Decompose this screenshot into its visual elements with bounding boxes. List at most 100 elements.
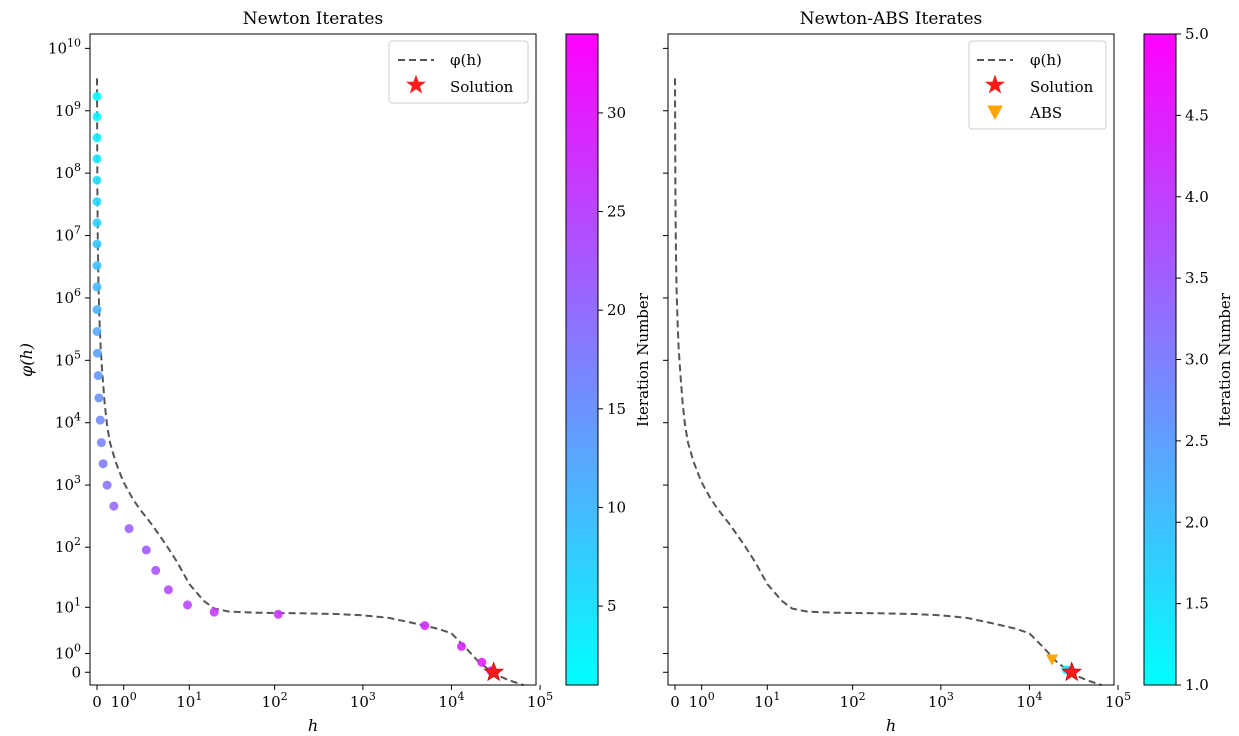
- cb1-tick-label: 2.5: [1185, 432, 1209, 450]
- p0-iterate-point: [151, 565, 161, 575]
- p0-y-tick-label: 107: [55, 224, 81, 245]
- newton-legend-star-icon: [405, 74, 427, 94]
- newton-abs-legend: φ(h) Solution ABS: [968, 40, 1107, 130]
- p1-phi-curve: [674, 78, 1102, 686]
- newton-colorbar-label: Iteration Number: [634, 292, 652, 427]
- p0-iterate-point: [92, 261, 102, 271]
- newton-legend-box: [388, 40, 529, 104]
- p0-y-tick-label: 102: [55, 535, 81, 556]
- p0-iterate-point: [92, 305, 102, 315]
- p0-y-tick-label: 104: [55, 411, 81, 432]
- p0-y-tick-label: 101: [55, 595, 81, 616]
- cb1-tick-label: 5.0: [1185, 25, 1209, 43]
- p0-x-tick-label: 101: [176, 690, 202, 711]
- p0-iterate-point: [92, 112, 102, 122]
- p0-iterate-point: [273, 609, 283, 619]
- p1-solution-star: [1061, 661, 1083, 682]
- p0-y-tick-label: 103: [55, 473, 81, 494]
- p1-x-tick-label: 105: [1105, 690, 1131, 711]
- p0-iterate-point: [457, 641, 466, 651]
- newton-legend-curve-label: φ(h): [450, 51, 482, 69]
- newton-x-axis-label: h: [308, 716, 318, 735]
- p0-iterate-point: [92, 348, 102, 358]
- cb0-tick-label: 10: [607, 498, 626, 516]
- newton-abs-x-axis-label: h: [886, 716, 896, 735]
- p0-iterate-point: [477, 657, 487, 667]
- cb1-tick-label: 1.0: [1185, 676, 1209, 694]
- newton-colorbar-gradient: [565, 33, 599, 686]
- p0-iterate-point: [96, 438, 106, 448]
- cb1-tick-label: 4.5: [1185, 106, 1209, 124]
- p0-iterate-point: [92, 239, 102, 249]
- p0-iterate-point: [141, 545, 151, 555]
- newton-colorbar: 5 10 15 20 25 30 Iteration Number: [565, 33, 652, 686]
- p1-abs-marker: [1046, 654, 1059, 666]
- cb0-tick-label: 15: [607, 400, 626, 418]
- newton-abs-colorbar-label: Iteration Number: [1216, 292, 1234, 427]
- newton-abs-legend-abs-label: ABS: [1029, 104, 1062, 122]
- p1-x-tick-label: 104: [1016, 690, 1042, 711]
- newton-abs-colorbar: 1.0 1.5 2.0 2.5 3.0 3.5 4.0 4.5 5.0 Iteration Nu…: [1143, 25, 1234, 694]
- p0-iterate-point: [92, 197, 102, 207]
- p0-iterate-point: [92, 133, 102, 143]
- p1-x-tick-label: 102: [840, 690, 866, 711]
- cb0-tick-label: 20: [607, 301, 626, 319]
- newton-abs-legend-solution-label: Solution: [1030, 78, 1094, 96]
- p1-x-tick-label: 103: [928, 690, 954, 711]
- p0-iterate-point: [109, 501, 119, 511]
- newton-plot-frame: [89, 33, 537, 686]
- p0-x-tick-label: 0: [92, 693, 102, 711]
- p0-x-tick-label: 104: [438, 690, 464, 711]
- p1-x-tick-label: 100: [689, 690, 715, 711]
- p0-iterate-point: [95, 415, 105, 425]
- p1-x-tick-label: 0: [670, 693, 680, 711]
- p0-x-tick-label: 100: [111, 690, 137, 711]
- newton-abs-chart-title: Newton-ABS Iterates: [800, 9, 983, 29]
- p0-y-tick-label: 105: [55, 348, 81, 369]
- p0-iterate-point: [92, 327, 102, 336]
- p0-y-tick-label: 108: [55, 161, 81, 182]
- cb1-tick-label: 2.0: [1185, 513, 1209, 531]
- p0-iterate-point: [93, 371, 103, 381]
- cb1-tick-label: 1.5: [1185, 595, 1209, 613]
- p0-iterate-point: [92, 91, 102, 101]
- newton-legend-solution-label: Solution: [450, 78, 514, 96]
- newton-abs-legend-star-icon: [984, 74, 1006, 94]
- p0-x-tick-label: 105: [527, 690, 553, 711]
- p0-iterate-point: [92, 282, 102, 292]
- p0-iterate-point: [94, 393, 104, 403]
- p0-solution-star: [483, 661, 505, 682]
- p0-iterate-point: [163, 585, 173, 595]
- newton-abs-legend-curve-label: φ(h): [1030, 51, 1062, 69]
- p0-iterate-point: [183, 600, 192, 610]
- p0-iterate-point: [124, 524, 134, 534]
- p0-y-tick-label: 100: [55, 641, 81, 662]
- newton-chart-title: Newton Iterates: [243, 9, 383, 29]
- p0-iterate-point: [98, 459, 108, 469]
- p0-y-tick-label: 109: [55, 99, 81, 120]
- p0-x-tick-label: 102: [262, 690, 288, 711]
- p1-x-tick-label: 101: [754, 690, 780, 711]
- newton-panel: Newton Iterates h φ(h) 0 100 101 102 103 104 1…: [17, 9, 652, 735]
- cb0-tick-label: 30: [607, 104, 626, 122]
- p0-iterate-point: [92, 218, 102, 228]
- newton-abs-plot-frame: [667, 33, 1115, 686]
- p0-y-tick-label: 0: [71, 663, 81, 681]
- p0-phi-curve: [96, 78, 524, 686]
- newton-abs-panel: Newton-ABS Iterates h 0 100 101 102 103 104 10…: [663, 9, 1234, 735]
- newton-abs-colorbar-gradient: [1143, 33, 1177, 686]
- cb1-tick-label: 3.5: [1185, 269, 1209, 287]
- cb1-tick-label: 3.0: [1185, 351, 1209, 369]
- p0-iterate-point: [209, 607, 219, 617]
- p0-iterate-point: [92, 154, 102, 164]
- cb0-tick-label: 25: [607, 203, 626, 221]
- newton-abs-legend-box: [968, 40, 1107, 130]
- p0-y-tick-label: 106: [55, 286, 81, 307]
- newton-abs-legend-triangle-icon: [987, 105, 1003, 121]
- p0-x-tick-label: 103: [350, 690, 376, 711]
- newton-y-axis-label: φ(h): [17, 343, 36, 377]
- newton-legend: φ(h) Solution: [388, 40, 529, 104]
- p0-iterate-point: [92, 175, 102, 185]
- cb0-tick-label: 5: [607, 597, 617, 615]
